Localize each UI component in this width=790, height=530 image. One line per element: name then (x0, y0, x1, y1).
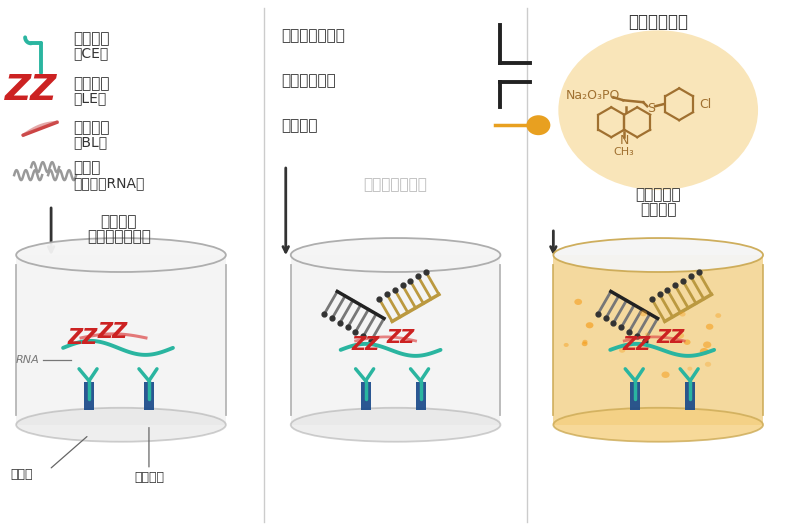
Ellipse shape (661, 372, 670, 378)
Ellipse shape (526, 115, 551, 135)
Text: 捕获探针: 捕获探针 (134, 471, 164, 484)
Text: Na₂O₃PO: Na₂O₃PO (566, 89, 619, 102)
Text: 封闭探针: 封闭探针 (73, 120, 110, 135)
Ellipse shape (563, 343, 569, 347)
Text: CH₃: CH₃ (614, 147, 634, 157)
Text: N: N (619, 134, 629, 147)
Text: ZZ: ZZ (656, 329, 684, 347)
Ellipse shape (581, 341, 588, 346)
Ellipse shape (687, 367, 692, 370)
Text: 化学发光底物: 化学发光底物 (628, 13, 688, 31)
Bar (144, 382, 154, 410)
Text: ZZ: ZZ (98, 322, 128, 342)
Text: Cl: Cl (699, 98, 711, 111)
Text: 标记探针: 标记探针 (73, 76, 110, 91)
Ellipse shape (700, 348, 709, 355)
Ellipse shape (677, 333, 684, 338)
Text: 裂解物: 裂解物 (73, 161, 100, 175)
Ellipse shape (559, 30, 758, 190)
Ellipse shape (585, 322, 593, 329)
Text: ZZ: ZZ (622, 335, 650, 355)
Ellipse shape (705, 362, 711, 367)
Text: （BL）: （BL） (73, 135, 107, 149)
Text: 样本和探针孵育: 样本和探针孵育 (87, 229, 151, 244)
Ellipse shape (679, 312, 686, 316)
Text: 捕获板与: 捕获板与 (101, 215, 137, 229)
Bar (553, 255, 763, 425)
Bar (291, 255, 500, 425)
Ellipse shape (291, 238, 500, 272)
Text: 杂交和洗涤步骤: 杂交和洗涤步骤 (363, 178, 427, 192)
Text: 信号预放大探针: 信号预放大探针 (280, 28, 344, 43)
Ellipse shape (553, 408, 763, 441)
Ellipse shape (640, 311, 647, 316)
Bar (361, 382, 371, 410)
Ellipse shape (582, 340, 588, 344)
Bar (553, 255, 763, 425)
Text: ZZ: ZZ (5, 73, 58, 107)
Text: 读取信号: 读取信号 (640, 202, 676, 218)
Ellipse shape (645, 332, 649, 336)
Text: ZZ: ZZ (386, 329, 415, 347)
Ellipse shape (619, 348, 626, 353)
Text: S: S (647, 102, 655, 114)
Text: ZZ: ZZ (352, 335, 380, 355)
Ellipse shape (706, 324, 713, 330)
Ellipse shape (683, 340, 690, 345)
Ellipse shape (16, 408, 226, 441)
Text: 标记探针: 标记探针 (280, 118, 318, 132)
Text: （CE）: （CE） (73, 46, 108, 60)
Text: 捕获板: 捕获板 (10, 468, 32, 481)
Ellipse shape (574, 299, 582, 305)
Bar (16, 255, 226, 425)
Bar (630, 382, 640, 410)
Ellipse shape (291, 408, 500, 441)
Bar (685, 382, 695, 410)
Text: （含靶标RNA）: （含靶标RNA） (73, 176, 145, 190)
Text: （LE）: （LE） (73, 91, 107, 105)
Bar (416, 382, 426, 410)
Ellipse shape (703, 341, 711, 348)
Ellipse shape (16, 238, 226, 272)
Text: 使用光度计: 使用光度计 (635, 188, 681, 202)
Text: RNA: RNA (16, 355, 40, 365)
Ellipse shape (553, 238, 763, 272)
Text: 信号放大探针: 信号放大探针 (280, 73, 336, 88)
Text: ZZ: ZZ (68, 328, 98, 348)
Ellipse shape (715, 313, 721, 318)
Bar (84, 382, 94, 410)
Text: 捕获探针: 捕获探针 (73, 31, 110, 46)
